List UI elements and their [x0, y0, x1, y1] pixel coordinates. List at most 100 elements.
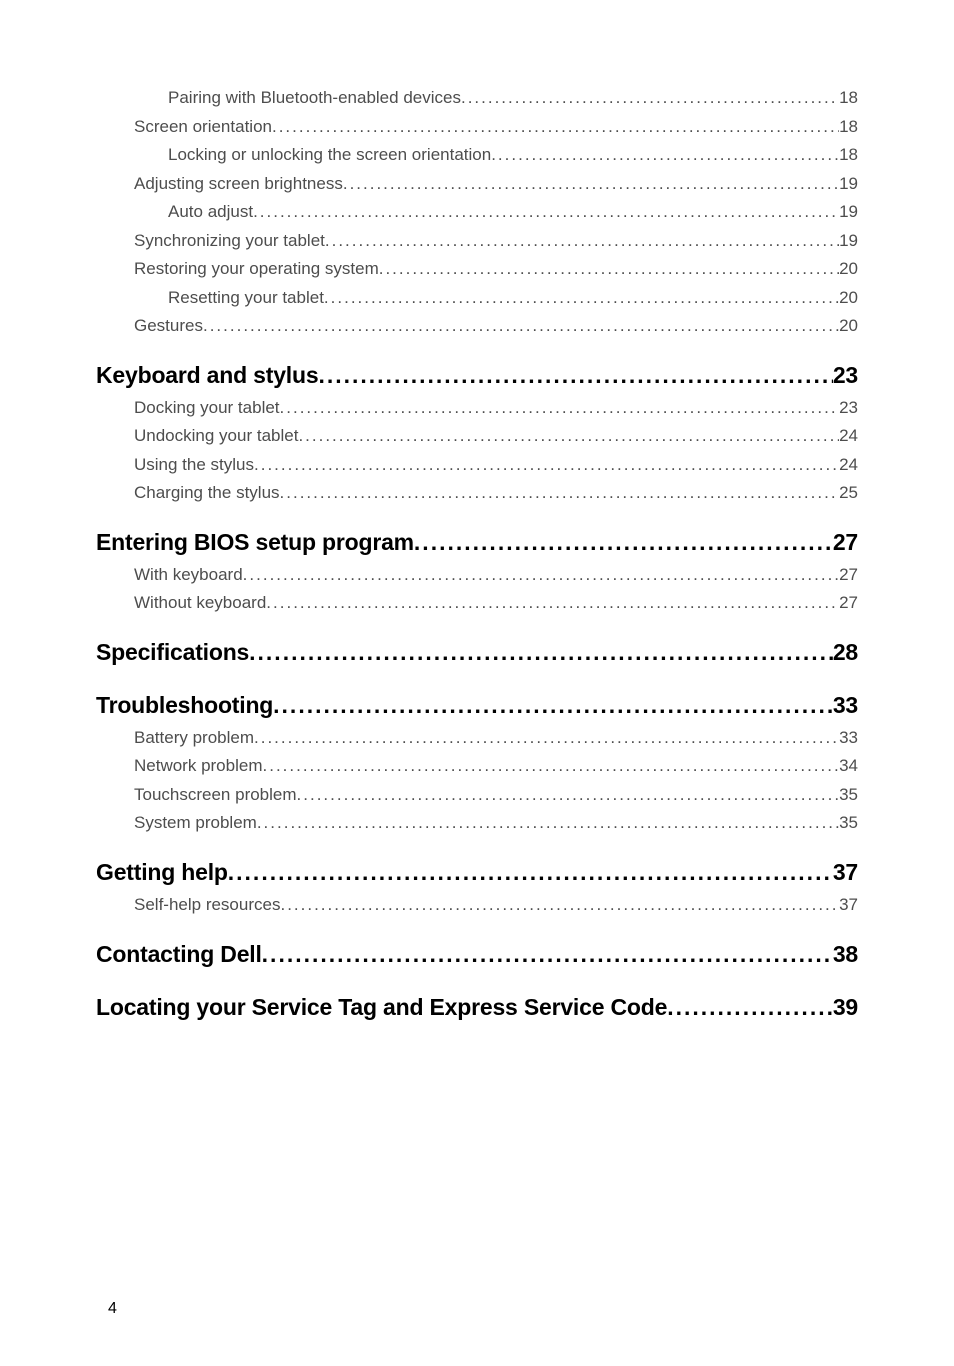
toc-dots	[324, 288, 839, 308]
toc-entry-page: 35	[839, 813, 858, 833]
table-of-contents: Pairing with Bluetooth-enabled devices 1…	[96, 88, 858, 1021]
toc-dots	[203, 316, 839, 336]
toc-entry: Keyboard and stylus 23	[96, 362, 858, 389]
toc-entry-label: Self-help resources	[134, 895, 280, 915]
toc-dots	[667, 994, 833, 1021]
toc-dots	[266, 593, 839, 613]
toc-entry-page: 33	[839, 728, 858, 748]
toc-dots	[491, 145, 839, 165]
toc-entry: System problem 35	[96, 813, 858, 833]
toc-dots	[262, 941, 833, 968]
toc-dots	[254, 728, 839, 748]
toc-entry: Pairing with Bluetooth-enabled devices 1…	[96, 88, 858, 108]
toc-entry-page: 20	[839, 288, 858, 308]
toc-dots	[343, 174, 839, 194]
toc-entry-label: Undocking your tablet	[134, 426, 298, 446]
toc-dots	[257, 813, 839, 833]
toc-entry-label: Contacting Dell	[96, 941, 262, 968]
toc-entry-page: 24	[839, 455, 858, 475]
toc-entry-label: Without keyboard	[134, 593, 266, 613]
toc-entry-label: Getting help	[96, 859, 228, 886]
toc-dots	[263, 756, 840, 776]
toc-entry-label: Network problem	[134, 756, 263, 776]
toc-dots	[297, 785, 840, 805]
toc-dots	[414, 529, 833, 556]
toc-entry: Without keyboard 27	[96, 593, 858, 613]
toc-dots	[228, 859, 833, 886]
toc-dots	[280, 483, 840, 503]
toc-entry: Network problem 34	[96, 756, 858, 776]
toc-entry: Self-help resources 37	[96, 895, 858, 915]
toc-entry-page: 18	[839, 117, 858, 137]
toc-entry-label: Gestures	[134, 316, 203, 336]
toc-dots	[254, 455, 839, 475]
toc-entry-page: 18	[839, 88, 858, 108]
toc-entry-page: 33	[833, 692, 858, 719]
toc-entry-page: 35	[839, 785, 858, 805]
toc-entry-page: 34	[839, 756, 858, 776]
toc-entry-page: 19	[839, 174, 858, 194]
toc-dots	[298, 426, 839, 446]
toc-entry: Locating your Service Tag and Express Se…	[96, 994, 858, 1021]
toc-dots	[280, 895, 839, 915]
toc-entry: Docking your tablet 23	[96, 398, 858, 418]
toc-dots	[280, 398, 840, 418]
toc-entry-page: 23	[833, 362, 858, 389]
toc-entry-label: Touchscreen problem	[134, 785, 297, 805]
toc-entry-page: 20	[839, 316, 858, 336]
toc-entry-page: 38	[833, 941, 858, 968]
toc-entry-page: 27	[839, 593, 858, 613]
toc-entry: With keyboard 27	[96, 565, 858, 585]
toc-dots	[325, 231, 839, 251]
toc-entry-label: Resetting your tablet	[168, 288, 324, 308]
toc-entry-label: Charging the stylus	[134, 483, 280, 503]
toc-entry: Auto adjust 19	[96, 202, 858, 222]
toc-entry-page: 19	[839, 231, 858, 251]
toc-entry: Entering BIOS setup program 27	[96, 529, 858, 556]
toc-entry-label: Locating your Service Tag and Express Se…	[96, 994, 667, 1021]
toc-entry: Troubleshooting 33	[96, 692, 858, 719]
toc-dots	[318, 362, 832, 389]
page-number: 4	[108, 1300, 117, 1318]
toc-entry-page: 19	[839, 202, 858, 222]
toc-entry: Resetting your tablet 20	[96, 288, 858, 308]
toc-entry-label: With keyboard	[134, 565, 243, 585]
toc-entry-page: 23	[839, 398, 858, 418]
toc-entry: Using the stylus 24	[96, 455, 858, 475]
toc-entry: Screen orientation 18	[96, 117, 858, 137]
toc-entry: Battery problem 33	[96, 728, 858, 748]
toc-entry-label: Battery problem	[134, 728, 254, 748]
toc-entry-page: 27	[833, 529, 858, 556]
toc-entry: Undocking your tablet 24	[96, 426, 858, 446]
toc-entry-page: 37	[833, 859, 858, 886]
toc-entry: Contacting Dell 38	[96, 941, 858, 968]
toc-dots	[273, 692, 833, 719]
toc-entry-label: Pairing with Bluetooth-enabled devices	[168, 88, 461, 108]
toc-dots	[249, 639, 833, 666]
toc-entry-label: Synchronizing your tablet	[134, 231, 325, 251]
toc-entry-label: Entering BIOS setup program	[96, 529, 414, 556]
toc-entry: Gestures 20	[96, 316, 858, 336]
toc-entry-page: 24	[839, 426, 858, 446]
toc-entry: Charging the stylus 25	[96, 483, 858, 503]
toc-entry-label: Using the stylus	[134, 455, 254, 475]
toc-dots	[253, 202, 839, 222]
toc-entry-label: Locking or unlocking the screen orientat…	[168, 145, 491, 165]
toc-entry: Synchronizing your tablet 19	[96, 231, 858, 251]
toc-entry: Touchscreen problem 35	[96, 785, 858, 805]
toc-entry-label: System problem	[134, 813, 257, 833]
toc-entry-label: Adjusting screen brightness	[134, 174, 343, 194]
toc-entry: Locking or unlocking the screen orientat…	[96, 145, 858, 165]
toc-entry: Getting help 37	[96, 859, 858, 886]
toc-entry-label: Restoring your operating system	[134, 259, 379, 279]
toc-dots	[272, 117, 839, 137]
toc-entry-page: 20	[839, 259, 858, 279]
toc-entry-page: 18	[839, 145, 858, 165]
toc-entry-page: 37	[839, 895, 858, 915]
toc-entry-page: 27	[839, 565, 858, 585]
toc-entry: Adjusting screen brightness 19	[96, 174, 858, 194]
toc-entry-label: Troubleshooting	[96, 692, 273, 719]
toc-entry-label: Docking your tablet	[134, 398, 280, 418]
toc-entry: Restoring your operating system 20	[96, 259, 858, 279]
toc-dots	[243, 565, 839, 585]
